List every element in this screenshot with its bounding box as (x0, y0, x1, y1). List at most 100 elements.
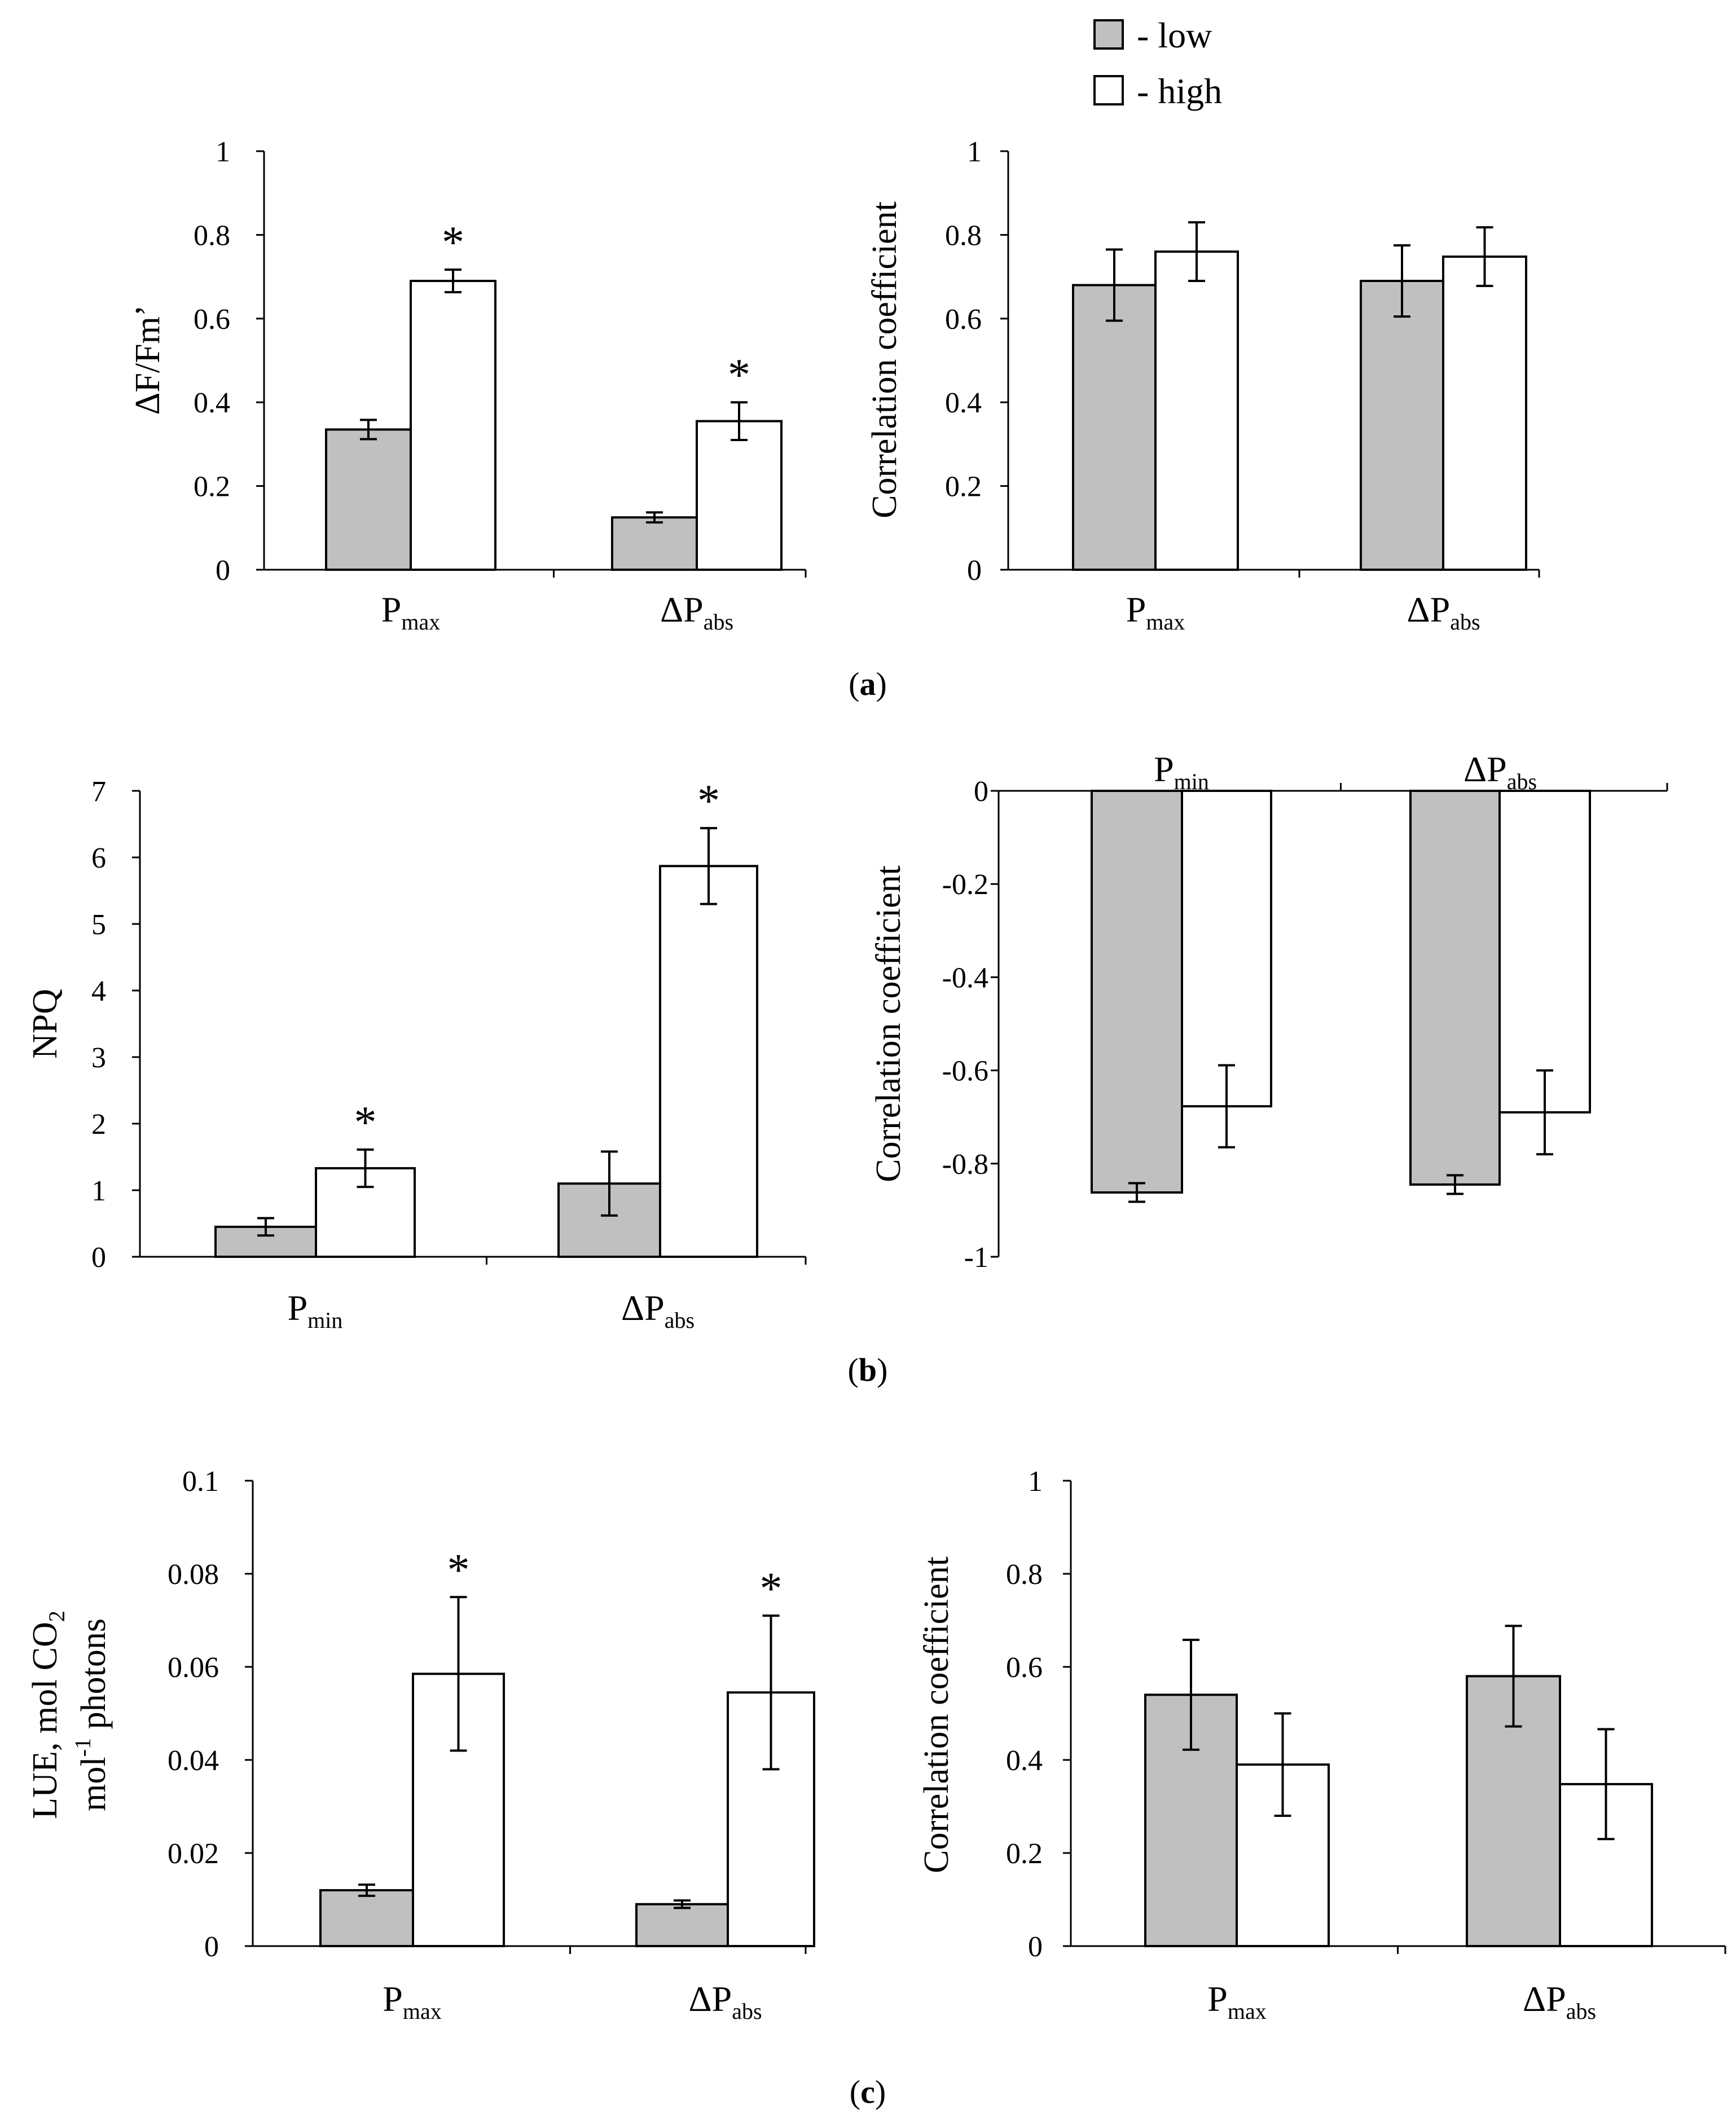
legend: - low - high (1093, 15, 1222, 111)
bar-low-2 (1409, 790, 1501, 1186)
bar-high-1 (410, 280, 496, 571)
y-tick-label: 0.06 (168, 1652, 219, 1684)
chart-b-left: * * 0 1 2 3 4 5 6 7 Pmin ΔPabs NPQ (26, 776, 807, 1333)
significance-star: * (447, 1545, 470, 1595)
y-tick-label: -0.8 (942, 1148, 988, 1181)
bar-low-2 (635, 1903, 729, 1947)
y-tick-label: 0.2 (945, 471, 982, 503)
y-tick-label: 0.1 (182, 1465, 219, 1498)
significance-star: * (442, 218, 464, 267)
error-bar-low-2 (646, 511, 663, 524)
error-bar-low-2 (674, 1899, 691, 1909)
y-axis-label: Correlation coefficient (865, 201, 904, 518)
y-tick-label: 7 (91, 776, 106, 808)
category-label: ΔPabs (621, 1288, 695, 1333)
y-tick-label: 0.2 (194, 471, 230, 503)
category-label: ΔPabs (688, 1979, 762, 2024)
bar-high-1 (1181, 790, 1272, 1108)
y-tick-label: 1 (216, 136, 230, 168)
y-tick-label: 0.8 (945, 219, 982, 252)
y-tick-label: 1 (967, 136, 982, 168)
error-bar-low-1 (1128, 1182, 1145, 1203)
error-bar-high-2 (700, 827, 717, 905)
error-bar-high-1 (1218, 1064, 1235, 1148)
y-tick-label: 3 (91, 1042, 106, 1074)
error-bar-low-1 (257, 1217, 274, 1237)
bar-low-1 (1091, 790, 1183, 1194)
y-tick-label: 1 (91, 1175, 106, 1207)
y-axis-label: ΔF/Fm’ (129, 305, 167, 415)
panel-label-c: (c) (850, 2074, 886, 2110)
error-bar-high-1 (445, 268, 462, 294)
chart-a-right: 0 0.2 0.4 0.6 0.8 1 Pmax ΔPabs Correlation coeff… (865, 136, 1540, 635)
y-tick-label: 6 (91, 842, 106, 874)
significance-star: * (728, 350, 750, 400)
error-bar-high-1 (1188, 221, 1205, 283)
bar-low-1 (319, 1889, 414, 1947)
chart-a-left: * * 0 0.2 0.4 0.6 0.8 1 Pmax ΔPabs ΔF/Fm’ (129, 136, 807, 635)
legend-swatch-low (1093, 19, 1124, 50)
y-tick-label: 5 (91, 909, 106, 941)
y-tick-label: 0.4 (945, 387, 982, 419)
bar-low-2 (611, 516, 698, 571)
y-axis-label: LUE, mol CO2mol-1 photons (26, 1610, 113, 1819)
y-tick-label: 0.4 (194, 387, 230, 419)
error-bar-low-1 (358, 1883, 375, 1897)
error-bar-low-2 (1505, 1625, 1522, 1728)
category-label: ΔPabs (660, 589, 733, 635)
y-axis-label: Correlation coefficient (917, 1556, 956, 1873)
error-bar-low-2 (1394, 244, 1410, 318)
bar-high-1 (1154, 250, 1239, 571)
y-tick-label: 0 (974, 776, 988, 808)
y-tick-label: 0.02 (168, 1838, 219, 1870)
significance-star: * (697, 776, 720, 826)
bar-high-2 (1498, 790, 1591, 1113)
category-label: Pmax (381, 589, 440, 635)
category-label: ΔPabs (1463, 749, 1537, 794)
chart-c-right: 0 0.2 0.4 0.6 0.8 1 Pmax ΔPabs Correlation coeff… (917, 1465, 1726, 2024)
error-bar-low-1 (360, 419, 377, 441)
error-bar-high-1 (450, 1596, 467, 1752)
legend-swatch-high (1093, 75, 1124, 105)
y-tick-label: 4 (91, 975, 106, 1007)
error-bar-high-1 (1274, 1712, 1291, 1817)
category-label: Pmax (383, 1979, 441, 2024)
chart-b-right: -1 -0.8 -0.6 -0.4 -0.2 0 Pmin ΔPabs Correlation … (869, 749, 1668, 1274)
bar-low-1 (325, 428, 412, 571)
y-axis-label: Correlation coefficient (869, 865, 908, 1182)
error-bar-high-2 (1536, 1069, 1553, 1156)
bar-low-1 (1072, 284, 1157, 571)
y-tick-label: 0.04 (168, 1745, 219, 1777)
bar-high-2 (1442, 255, 1527, 571)
category-label: Pmax (1126, 589, 1185, 635)
chart-c-left: * * 0 0.02 0.04 0.06 0.08 0.1 Pmax ΔPabs LUE, mol … (26, 1465, 815, 2024)
y-tick-label: 2 (91, 1108, 106, 1141)
y-tick-label: 0.4 (1006, 1745, 1043, 1777)
y-tick-label: 0.6 (194, 303, 230, 336)
error-bar-high-2 (731, 401, 748, 441)
panel-label-b: (b) (848, 1352, 888, 1388)
y-tick-label: 0 (216, 554, 230, 587)
panel-label-a: (a) (849, 666, 887, 702)
error-bar-low-1 (1106, 248, 1123, 322)
y-tick-label: 0.8 (194, 219, 230, 252)
significance-star: * (760, 1564, 783, 1613)
error-bar-high-1 (357, 1148, 374, 1189)
category-label: Pmin (1154, 749, 1209, 794)
y-tick-label: 0 (1028, 1931, 1043, 1963)
y-tick-label: -0.6 (942, 1055, 988, 1088)
bar-low-2 (1360, 280, 1444, 571)
y-tick-label: 0 (967, 554, 982, 587)
bar-high-2 (659, 865, 758, 1258)
category-label: ΔPabs (1523, 1979, 1596, 2024)
y-tick-label: 0.6 (1006, 1652, 1043, 1684)
y-tick-label: -0.2 (942, 869, 988, 901)
category-label: Pmin (288, 1288, 343, 1333)
error-bar-low-2 (601, 1150, 618, 1217)
legend-label-high: - high (1137, 71, 1222, 111)
y-tick-label: 0 (91, 1242, 106, 1274)
y-tick-label: 0.2 (1006, 1838, 1043, 1870)
y-tick-label: 0.6 (945, 303, 982, 336)
error-bar-low-2 (1447, 1174, 1463, 1195)
